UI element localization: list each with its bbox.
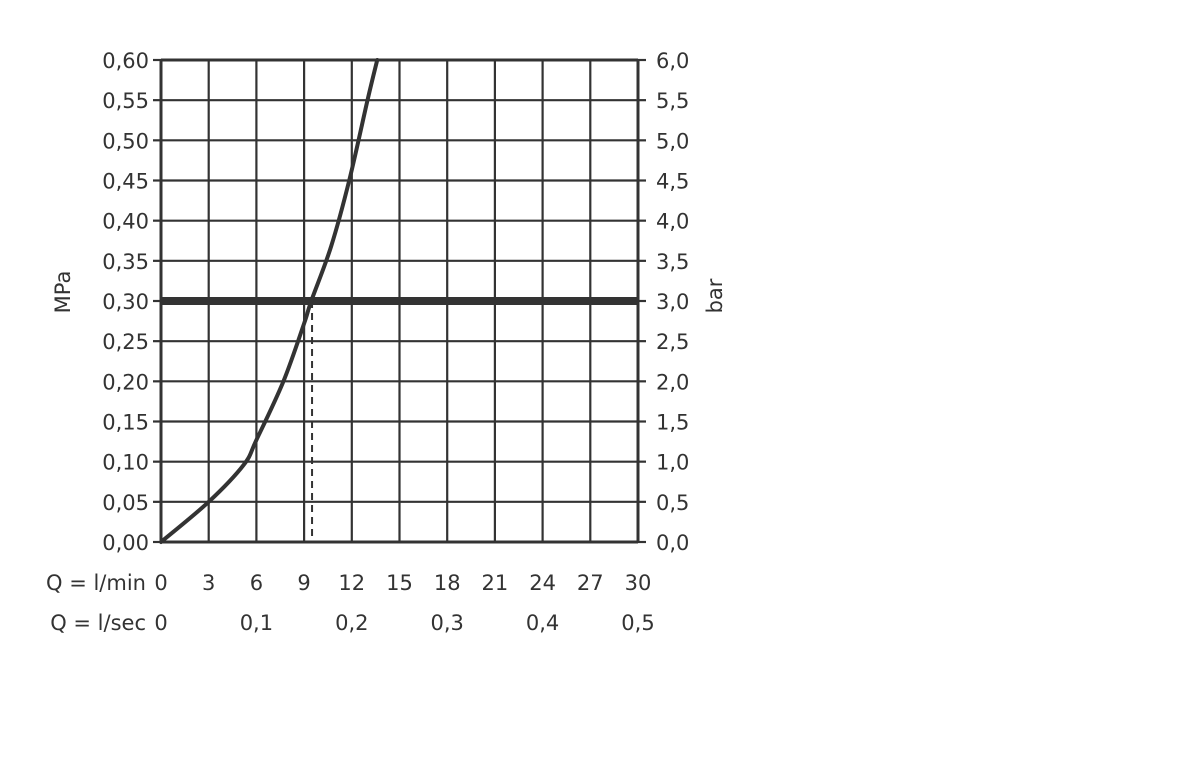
y-tick-label-right: 2,5 bbox=[656, 330, 689, 354]
reference-lines bbox=[161, 297, 638, 542]
x-tick-label-lmin: 6 bbox=[250, 571, 263, 595]
y-tick-label-right: 3,5 bbox=[656, 250, 689, 274]
y-tick-label-right: 3,0 bbox=[656, 290, 689, 314]
y-tick-label-right: 0,5 bbox=[656, 491, 689, 515]
y-tick-label-left: 0,45 bbox=[102, 170, 149, 194]
x-tick-label-lmin: 9 bbox=[297, 571, 310, 595]
x-tick-label-lmin: 15 bbox=[386, 571, 413, 595]
x-tick-label-lmin: 27 bbox=[577, 571, 604, 595]
x-tick-label-lsec: 0,2 bbox=[335, 611, 368, 635]
x-tick-label-lsec: 0,4 bbox=[526, 611, 559, 635]
x-tick-label-lmin: 24 bbox=[529, 571, 556, 595]
y-tick-label-left: 0,30 bbox=[102, 290, 149, 314]
ticks bbox=[153, 58, 646, 544]
x-row-label-lsec: Q = l/sec bbox=[50, 611, 146, 635]
y-tick-label-right: 5,0 bbox=[656, 129, 689, 153]
y-tick-label-right: 1,5 bbox=[656, 411, 689, 435]
tick-labels: 0 3 6 9 12 15 18 21 24 27 30 0 0,1 0,2 0,3 0,4 0,5 0,00 0,… bbox=[102, 49, 689, 635]
y-tick-label-left: 0,00 bbox=[102, 531, 149, 555]
y-tick-label-left: 0,50 bbox=[102, 129, 149, 153]
y-tick-label-right: 2,0 bbox=[656, 370, 689, 394]
x-tick-label-lmin: 30 bbox=[625, 571, 652, 595]
x-tick-label-lsec: 0,5 bbox=[621, 611, 654, 635]
y-axis-label-left: MPa bbox=[51, 271, 75, 314]
y-tick-label-left: 0,15 bbox=[102, 411, 149, 435]
x-tick-label-lmin: 18 bbox=[434, 571, 461, 595]
x-tick-label-lmin: 21 bbox=[482, 571, 509, 595]
series bbox=[159, 58, 380, 544]
x-tick-label-lmin: 12 bbox=[338, 571, 365, 595]
y-tick-label-left: 0,35 bbox=[102, 250, 149, 274]
y-axis-label-right: bar bbox=[703, 278, 727, 313]
y-tick-label-left: 0,20 bbox=[102, 370, 149, 394]
x-tick-label-lsec: 0 bbox=[154, 611, 167, 635]
x-tick-label-lmin: 3 bbox=[202, 571, 215, 595]
y-tick-label-left: 0,55 bbox=[102, 89, 149, 113]
x-row-label-lmin: Q = l/min bbox=[46, 571, 146, 595]
x-tick-label-lsec: 0,1 bbox=[240, 611, 273, 635]
y-tick-label-left: 0,25 bbox=[102, 330, 149, 354]
y-tick-label-right: 1,0 bbox=[656, 451, 689, 475]
y-tick-label-left: 0,05 bbox=[102, 491, 149, 515]
x-tick-label-lmin: 0 bbox=[154, 571, 167, 595]
y-tick-label-right: 4,5 bbox=[656, 170, 689, 194]
y-tick-label-right: 4,0 bbox=[656, 210, 689, 234]
y-tick-label-left: 0,60 bbox=[102, 49, 149, 73]
y-tick-label-right: 6,0 bbox=[656, 49, 689, 73]
x-tick-label-lsec: 0,3 bbox=[430, 611, 463, 635]
y-tick-label-right: 0,0 bbox=[656, 531, 689, 555]
pressure-flow-curve bbox=[159, 58, 380, 544]
y-tick-label-left: 0,40 bbox=[102, 210, 149, 234]
y-tick-label-right: 5,5 bbox=[656, 89, 689, 113]
y-tick-label-left: 0,10 bbox=[102, 451, 149, 475]
